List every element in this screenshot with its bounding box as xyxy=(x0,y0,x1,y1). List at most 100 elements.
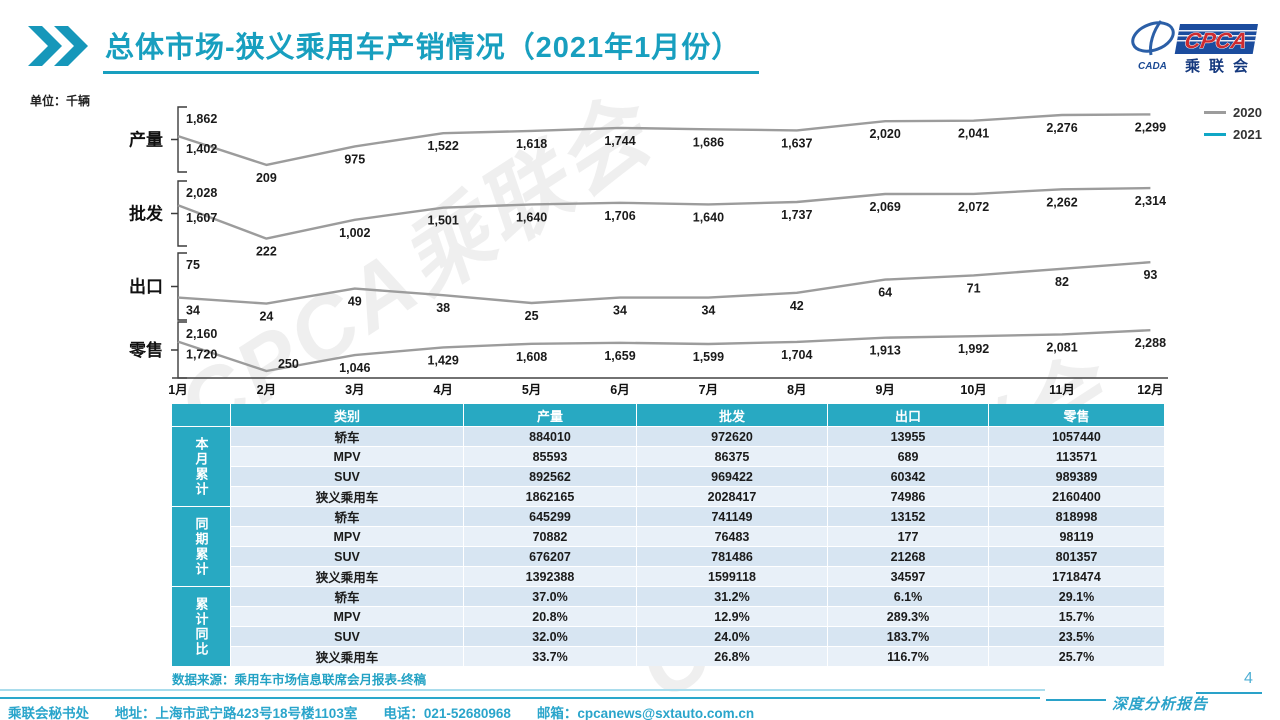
chart-row-label: 出口 xyxy=(129,277,163,297)
chart-row-label: 批发 xyxy=(129,204,164,224)
value-2021-jan: 75 xyxy=(186,258,200,272)
logo-box: CPCA xyxy=(1174,24,1258,54)
table-value-cell: 6.1% xyxy=(828,587,988,606)
x-tick-label: 8月 xyxy=(787,383,806,397)
table-value-cell: 70882 xyxy=(464,527,636,546)
table-value-cell: 689 xyxy=(828,447,988,466)
table-value-cell: 989389 xyxy=(989,467,1164,486)
table-category-cell: 轿车 xyxy=(231,587,463,606)
value-label: 1,686 xyxy=(693,135,724,149)
table-value-cell: 676207 xyxy=(464,547,636,566)
value-label: 1,704 xyxy=(781,348,812,362)
table-value-cell: 37.0% xyxy=(464,587,636,606)
x-tick-label: 5月 xyxy=(522,383,541,397)
footer-phone: 电话：021-52680968 xyxy=(383,706,511,720)
value-label: 2,072 xyxy=(958,200,989,214)
footer-divider-light xyxy=(0,689,1045,691)
x-tick-label: 4月 xyxy=(433,383,452,397)
table-category-cell: SUV xyxy=(231,467,463,486)
value-label: 1,637 xyxy=(781,136,812,150)
value-label: 34 xyxy=(701,304,715,318)
value-label: 1,744 xyxy=(604,134,635,148)
table-value-cell: 969422 xyxy=(637,467,827,486)
value-label: 2,276 xyxy=(1046,121,1077,135)
value-2021-jan: 2,028 xyxy=(186,186,217,200)
table-value-cell: 74986 xyxy=(828,487,988,506)
value-label: 2,262 xyxy=(1046,195,1077,209)
table-value-cell: 645299 xyxy=(464,507,636,526)
value-label: 82 xyxy=(1055,275,1069,289)
legend-2021-line-icon xyxy=(1204,132,1226,136)
chart-row-label: 产量 xyxy=(129,130,163,150)
value-label: 250 xyxy=(278,357,299,371)
source-note: 数据来源：乘用车市场信息联席会月报表-终稿 xyxy=(172,673,427,687)
table-value-cell: 31.2% xyxy=(637,587,827,606)
table-value-cell: 76483 xyxy=(637,527,827,546)
page-number: 4 xyxy=(1244,670,1253,687)
value-label: 42 xyxy=(790,299,804,313)
table-value-cell: 972620 xyxy=(637,427,827,446)
table-value-cell: 20.8% xyxy=(464,607,636,626)
table-value-cell: 177 xyxy=(828,527,988,546)
value-label: 1,706 xyxy=(604,209,635,223)
table-value-cell: 801357 xyxy=(989,547,1164,566)
value-label: 64 xyxy=(878,286,892,300)
table-value-cell: 818998 xyxy=(989,507,1164,526)
table-header-cell: 批发 xyxy=(637,404,827,426)
value-label: 34 xyxy=(186,304,200,318)
value-label: 38 xyxy=(436,301,450,315)
table-header-cell: 产量 xyxy=(464,404,636,426)
value-label: 1,607 xyxy=(186,211,217,225)
unit-label: 单位：千辆 xyxy=(30,94,91,108)
table-value-cell: 884010 xyxy=(464,427,636,446)
page-title: 总体市场-狭义乘用车产销情况（2021年1月份） xyxy=(103,24,760,74)
x-tick-label: 12月 xyxy=(1137,383,1163,397)
value-label: 1,429 xyxy=(428,353,459,367)
x-tick-label: 1月 xyxy=(168,383,187,397)
table-value-cell: 13152 xyxy=(828,507,988,526)
table-value-cell: 741149 xyxy=(637,507,827,526)
value-label: 1,618 xyxy=(516,137,547,151)
value-label: 2,069 xyxy=(870,200,901,214)
legend-2020-label: 2020 xyxy=(1233,104,1262,120)
value-label: 1,608 xyxy=(516,350,547,364)
footer-contact: 乘联会秘书处 地址：上海市武宁路423号18号楼1103室 电话：021-52680… xyxy=(8,702,780,720)
report-badge: 深度分析报告 xyxy=(1112,695,1209,713)
table-value-cell: 2160400 xyxy=(989,487,1164,506)
footer-email: 邮箱：cpcanews@sxtauto.com.cn xyxy=(536,706,755,720)
value-label: 49 xyxy=(348,295,362,309)
axis-bracket xyxy=(171,321,187,379)
table-value-cell: 183.7% xyxy=(828,627,988,646)
table-category-cell: 轿车 xyxy=(231,507,463,526)
x-tick-label: 2月 xyxy=(257,383,276,397)
footer-secretariat: 乘联会秘书处 xyxy=(8,706,89,720)
value-label: 93 xyxy=(1143,268,1157,282)
table-category-cell: MPV xyxy=(231,447,463,466)
table-group-label: 本月累计 xyxy=(172,427,230,506)
x-tick-label: 9月 xyxy=(875,383,894,397)
table-value-cell: 12.9% xyxy=(637,607,827,626)
table-value-cell: 116.7% xyxy=(828,647,988,666)
cpca-logo: CADA CPCA 乘联会 xyxy=(1131,20,1258,75)
table-category-cell: 轿车 xyxy=(231,427,463,446)
legend-item-2020: 2020 xyxy=(1204,101,1262,123)
table-value-cell: 29.1% xyxy=(989,587,1164,606)
chart-svg: 产量 1,862 1,402 209 975 1,522 1,618 1,744 1,686 1,… xyxy=(128,106,1168,397)
value-label: 1,640 xyxy=(516,210,547,224)
table-group-label: 同期累计 xyxy=(172,507,230,586)
footer-address: 地址：上海市武宁路423号18号楼1103室 xyxy=(115,706,358,720)
value-label: 2,081 xyxy=(1046,340,1077,354)
value-label: 71 xyxy=(967,281,981,295)
axis-bracket xyxy=(171,180,187,247)
summary-table: 类别 产量 批发 出口 零售 本月累计 轿车 884010 972620 13955 1057440… xyxy=(172,404,1164,666)
table-category-cell: SUV xyxy=(231,627,463,646)
value-label: 2,299 xyxy=(1135,120,1166,134)
value-label: 25 xyxy=(525,309,539,323)
table-value-cell: 24.0% xyxy=(637,627,827,646)
value-label: 1,913 xyxy=(870,344,901,358)
table-value-cell: 86375 xyxy=(637,447,827,466)
table-value-cell: 2028417 xyxy=(637,487,827,506)
logo-cada-text: CADA xyxy=(1138,61,1167,72)
value-label: 34 xyxy=(613,304,627,318)
badge-line-right xyxy=(1196,692,1262,694)
